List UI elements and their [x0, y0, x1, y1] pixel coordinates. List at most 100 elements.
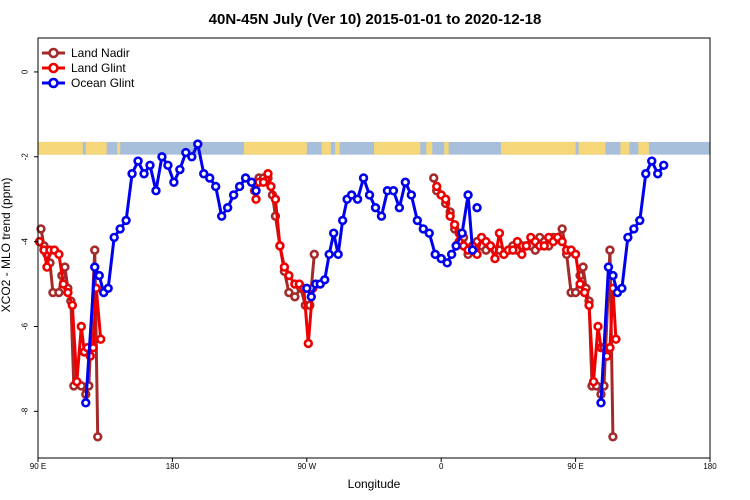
- strip-land: [426, 141, 433, 155]
- data-point-ocean-glint: [653, 169, 663, 179]
- data-point-ocean-glint: [608, 270, 618, 281]
- data-point-ocean-glint: [324, 249, 334, 260]
- data-point-land-nadir: [90, 245, 100, 255]
- legend-marker: [48, 62, 59, 74]
- data-point-ocean-glint: [151, 186, 161, 196]
- data-point-land-glint: [570, 249, 581, 260]
- data-point-ocean-glint: [240, 173, 251, 183]
- data-point-land-glint: [584, 300, 594, 310]
- data-point-ocean-glint: [364, 190, 375, 200]
- data-point-ocean-glint: [629, 224, 639, 234]
- data-point-ocean-glint: [139, 169, 149, 179]
- data-point-ocean-glint: [103, 283, 113, 294]
- data-point-land-glint: [588, 376, 599, 387]
- y-tick-label: -2: [21, 153, 30, 161]
- data-point-ocean-glint: [424, 228, 434, 238]
- strip-land: [620, 141, 630, 155]
- x-tick-label: 180: [703, 462, 717, 471]
- strip-land: [500, 141, 576, 155]
- data-point-ocean-glint: [352, 194, 363, 204]
- data-point-land-glint: [270, 194, 281, 204]
- data-point-ocean-glint: [211, 181, 221, 192]
- data-point-ocean-glint: [446, 249, 457, 260]
- x-axis-label: Longitude: [348, 477, 401, 491]
- x-tick-label: 0: [439, 462, 444, 471]
- data-point-land-glint: [593, 321, 603, 332]
- strip-land: [638, 141, 649, 155]
- data-point-land-glint: [72, 376, 82, 387]
- data-point-ocean-glint: [467, 245, 478, 255]
- series-land-nadir: [36, 173, 618, 442]
- data-point-ocean-glint: [81, 398, 91, 408]
- data-point-ocean-glint: [222, 202, 233, 213]
- data-point-ocean-glint: [121, 215, 131, 226]
- data-point-land-glint: [58, 279, 69, 289]
- data-point-land-nadir: [93, 432, 103, 442]
- y-tick-label: -6: [21, 322, 30, 330]
- data-point-ocean-glint: [320, 275, 330, 285]
- data-point-land-glint: [42, 262, 52, 272]
- data-point-land-glint: [76, 321, 87, 332]
- data-point-ocean-glint: [442, 258, 452, 268]
- x-tick-label: 90 E: [30, 462, 46, 471]
- data-point-land-nadir: [309, 249, 319, 260]
- legend-item-ocean-glint: Ocean Glint: [42, 76, 135, 90]
- data-point-ocean-glint: [370, 202, 381, 213]
- data-point-ocean-glint: [205, 173, 215, 183]
- legend-marker: [48, 47, 59, 59]
- data-point-land-glint: [251, 194, 261, 204]
- data-point-ocean-glint: [328, 228, 339, 238]
- plot-frame: [37, 37, 711, 459]
- data-point-land-glint: [63, 287, 73, 298]
- strip-land: [117, 141, 121, 155]
- data-point-land-glint: [67, 300, 78, 310]
- data-point-ocean-glint: [228, 190, 239, 200]
- data-point-ocean-glint: [169, 177, 179, 187]
- data-point-ocean-glint: [115, 224, 125, 234]
- data-point-land-glint: [575, 279, 585, 289]
- data-point-land-glint: [432, 181, 442, 192]
- data-point-land-glint: [284, 270, 294, 281]
- legend-label: Ocean Glint: [71, 76, 135, 90]
- data-point-land-glint: [445, 211, 455, 221]
- legend-label: Land Glint: [71, 61, 126, 75]
- series-line-land-glint: [254, 172, 315, 345]
- data-point-ocean-glint: [406, 190, 417, 200]
- x-tick-label: 90 E: [567, 462, 583, 471]
- strip-land: [244, 141, 307, 155]
- data-point-land-glint: [275, 241, 285, 251]
- data-point-ocean-glint: [145, 160, 155, 170]
- strip-land: [85, 141, 107, 155]
- x-axis: 90 E 180 90 W 0 90 E 180: [30, 458, 717, 471]
- data-point-ocean-glint: [596, 398, 606, 408]
- data-point-ocean-glint: [418, 224, 428, 234]
- strip-land: [321, 141, 331, 155]
- series-ocean-glint: [81, 139, 669, 408]
- data-point-land-glint: [258, 177, 269, 187]
- strip-land: [374, 141, 421, 155]
- y-tick-label: 0: [21, 69, 30, 74]
- data-point-ocean-glint: [647, 156, 657, 166]
- legend-item-land-glint: Land Glint: [42, 61, 126, 75]
- y-axis-label: XCO2 - MLO trend (ppm): [0, 178, 13, 313]
- y-tick-label: -8: [21, 407, 30, 415]
- data-point-land-glint: [579, 287, 590, 298]
- data-point-ocean-glint: [199, 169, 209, 179]
- data-point-ocean-glint: [412, 215, 423, 226]
- data-point-ocean-glint: [623, 232, 633, 243]
- data-point-land-nadir: [605, 245, 615, 255]
- data-point-land-glint: [494, 228, 505, 238]
- data-point-ocean-glint: [216, 211, 227, 221]
- data-point-land-glint: [521, 241, 532, 251]
- land-sea-strip: [38, 141, 710, 155]
- data-point-ocean-glint: [133, 156, 143, 166]
- data-point-ocean-glint: [436, 253, 446, 264]
- data-point-ocean-glint: [635, 215, 645, 226]
- data-point-ocean-glint: [333, 249, 343, 260]
- data-point-ocean-glint: [358, 173, 369, 183]
- data-point-ocean-glint: [472, 202, 482, 213]
- strip-land: [444, 141, 449, 155]
- data-point-land-glint: [539, 241, 549, 251]
- data-point-ocean-glint: [394, 202, 405, 213]
